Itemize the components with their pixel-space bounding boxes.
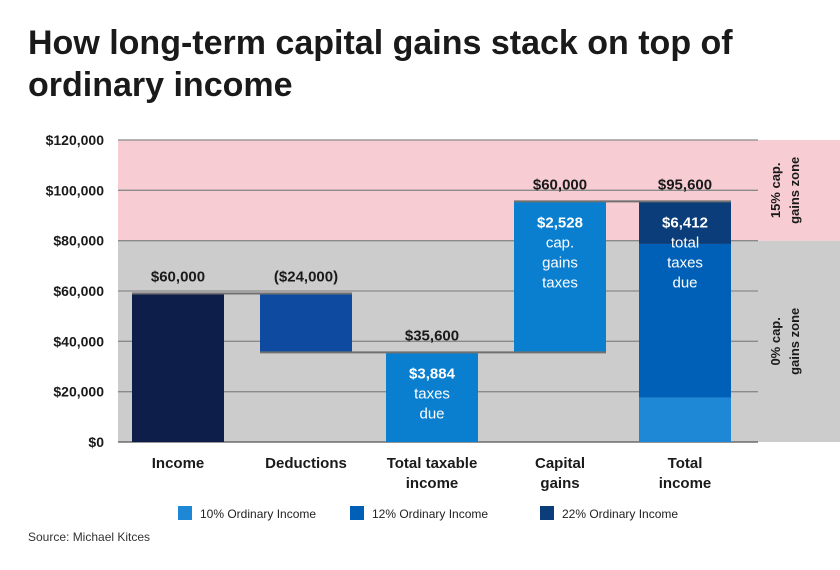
bar-inner-label: $3,884: [409, 365, 456, 382]
bar-4-segment-0: [639, 397, 731, 442]
capital-gains-chart: $0 $20,000 $40,000 $60,000 $80,000 $100,000 $1…: [46, 132, 840, 521]
x-category-label: Total: [668, 455, 703, 472]
bar-value-label: $95,600: [658, 176, 712, 193]
y-tick-label: $80,000: [53, 233, 104, 249]
zone-label: gains zone: [787, 157, 802, 224]
bar-value-label: ($24,000): [274, 269, 338, 286]
x-category-label: income: [406, 475, 459, 492]
bar-0-segment-0: [132, 293, 224, 442]
bar-3-segment-0: [514, 201, 606, 353]
y-tick-label: $100,000: [46, 182, 105, 198]
zone-label: 0% cap.: [768, 317, 783, 365]
x-category-label: Deductions: [265, 455, 347, 472]
bar-inner-label: due: [672, 274, 697, 291]
source-note: Source: Michael Kitces: [28, 530, 151, 544]
x-category-label: gains: [540, 475, 579, 492]
x-category-label: Capital: [535, 455, 585, 472]
bar-inner-label: total: [671, 234, 699, 251]
y-tick-label: $0: [88, 434, 104, 450]
legend-swatch-1: [350, 506, 364, 520]
legend-label: 10% Ordinary Income: [200, 507, 316, 521]
legend-label: 22% Ordinary Income: [562, 507, 678, 521]
bar-inner-label: due: [419, 405, 444, 422]
x-category-label: Total taxable: [387, 455, 478, 472]
legend-swatch-2: [540, 506, 554, 520]
bar-inner-label: taxes: [414, 385, 450, 402]
y-tick-label: $40,000: [53, 333, 104, 349]
bar-value-label: $60,000: [533, 176, 587, 193]
bar-inner-label: $2,528: [537, 214, 583, 231]
y-tick-label: $120,000: [46, 132, 105, 148]
y-tick-label: $20,000: [53, 384, 104, 400]
bar-value-label: $60,000: [151, 269, 205, 286]
legend-label: 12% Ordinary Income: [372, 507, 488, 521]
bar-value-label: $35,600: [405, 327, 459, 344]
bar-inner-label: gains: [542, 254, 578, 271]
bar-inner-label: taxes: [542, 274, 578, 291]
zone-label: gains zone: [787, 308, 802, 375]
x-category-label: Income: [152, 455, 205, 472]
bar-4-segment-1: [639, 243, 731, 398]
zone-label: 15% cap.: [768, 163, 783, 219]
y-tick-label: $60,000: [53, 283, 104, 299]
x-category-label: income: [659, 475, 712, 492]
bar-inner-label: $6,412: [662, 214, 708, 231]
bar-4-segment-2: [639, 201, 731, 244]
bar-1-segment-0: [260, 293, 352, 353]
chart-title: How long-term capital gains stack on top…: [28, 24, 733, 104]
bar-2-segment-0: [386, 352, 478, 442]
legend-swatch-0: [178, 506, 192, 520]
bar-inner-label: taxes: [667, 254, 703, 271]
bar-inner-label: cap.: [546, 234, 574, 251]
